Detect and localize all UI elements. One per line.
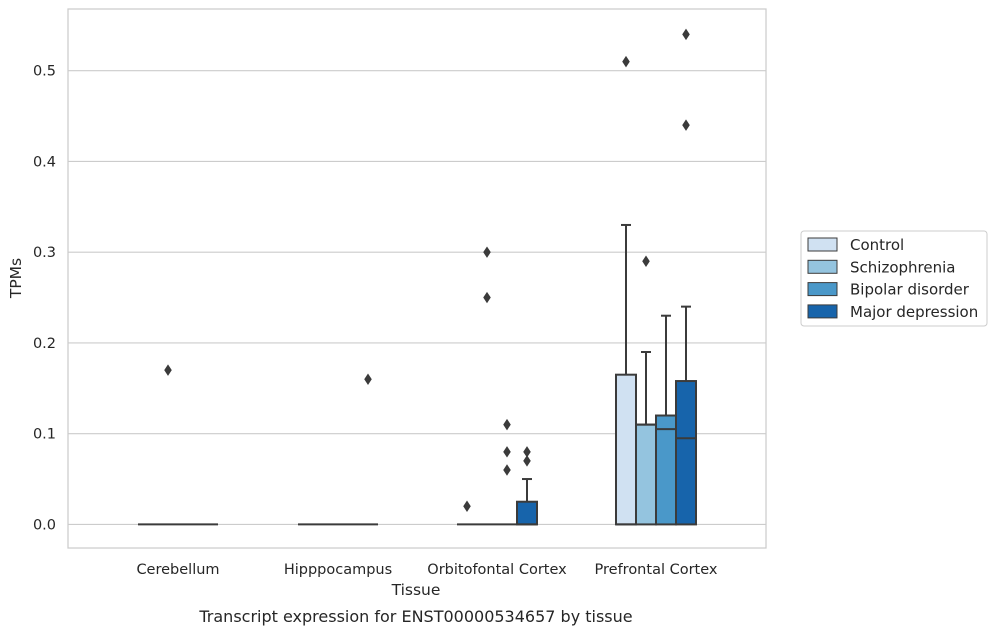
- x-tick-label: Cerebellum: [136, 562, 219, 578]
- outlier-point: [164, 364, 172, 376]
- legend-label: Schizophrenia: [850, 258, 955, 276]
- y-tick-label: 0.5: [33, 64, 56, 80]
- legend-swatch: [807, 282, 838, 297]
- box-group: [635, 255, 657, 526]
- chart-caption: Transcript expression for ENST0000053465…: [198, 607, 632, 626]
- y-tick-label: 0.2: [33, 336, 56, 352]
- y-axis-label: TPMs: [7, 258, 25, 299]
- x-axis-label: Tissue: [391, 581, 441, 599]
- outlier-point: [682, 28, 690, 41]
- legend-swatch: [807, 304, 838, 319]
- legend-label: Bipolar disorder: [850, 281, 970, 299]
- box: [615, 373, 637, 526]
- outlier-point: [483, 291, 491, 304]
- box-group: [477, 246, 497, 526]
- outlier-point: [503, 464, 511, 476]
- legend-swatch: [807, 259, 838, 274]
- y-tick-labels: 0.0 0.1 0.2 0.3 0.4 0.5: [33, 64, 56, 534]
- outlier-point: [523, 455, 531, 467]
- legend: Control Schizophrenia Bipolar disorder Majo…: [800, 230, 988, 327]
- box-group: [675, 28, 697, 526]
- box-group: [358, 373, 378, 526]
- legend-label: Control: [850, 236, 904, 254]
- box-group: [497, 418, 517, 526]
- outlier-point: [682, 119, 690, 131]
- outlier-point: [622, 55, 630, 68]
- y-tick-label: 0.0: [33, 517, 56, 533]
- legend-swatch: [807, 237, 838, 252]
- box: [655, 414, 677, 526]
- outlier-point: [463, 500, 471, 512]
- x-tick-label: Hipppocampus: [284, 562, 392, 578]
- box: [516, 500, 538, 526]
- box-group: [655, 314, 677, 526]
- legend-items: Control Schizophrenia Bipolar disorder Majo…: [807, 236, 978, 321]
- box-group: [457, 500, 477, 526]
- box-group: [615, 55, 637, 526]
- box: [635, 423, 657, 526]
- box-group: [516, 446, 538, 526]
- legend-frame: [800, 230, 988, 327]
- x-tick-label: Orbitofontal Cortex: [427, 562, 567, 578]
- outlier-point: [503, 418, 511, 431]
- outlier-point: [364, 373, 372, 385]
- x-tick-label: Prefrontal Cortex: [595, 562, 718, 578]
- outlier-point: [642, 255, 650, 267]
- y-tick-label: 0.1: [33, 427, 56, 443]
- box: [675, 380, 697, 526]
- boxes: [138, 28, 697, 526]
- outlier-point: [503, 446, 511, 458]
- legend-label: Major depression: [850, 303, 978, 321]
- x-tick-labels: Cerebellum Hipppocampus Orbitofontal Corte…: [136, 562, 717, 578]
- y-tick-label: 0.4: [33, 154, 56, 170]
- box-group: [158, 364, 178, 526]
- outlier-point: [483, 246, 491, 258]
- y-tick-label: 0.3: [33, 245, 56, 261]
- plot-frame: [67, 8, 767, 549]
